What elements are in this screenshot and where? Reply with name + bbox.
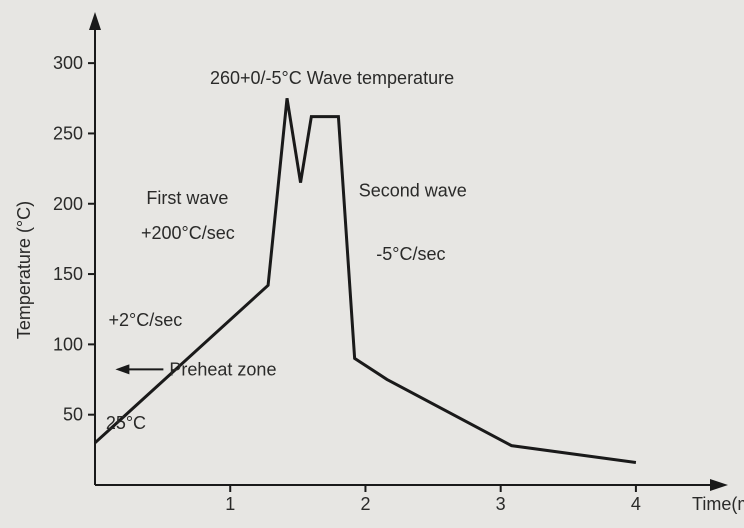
- x-axis-label: Time(min): [692, 494, 744, 514]
- annotation-first_wave2: +200°C/sec: [141, 223, 235, 243]
- y-tick-label: 100: [53, 334, 83, 354]
- y-axis-label: Temperature (°C): [14, 201, 34, 339]
- annotation-preheat_rate: +2°C/sec: [109, 310, 183, 330]
- y-tick-label: 50: [63, 405, 83, 425]
- annotation-start_temp: 25°C: [106, 413, 146, 433]
- x-tick-label: 3: [496, 494, 506, 514]
- temperature-profile: [95, 98, 636, 462]
- annotation-preheat_zone: Preheat zone: [169, 359, 276, 379]
- y-axis-arrowhead: [89, 12, 101, 30]
- annotation-cool_rate: -5°C/sec: [376, 244, 445, 264]
- x-tick-label: 1: [225, 494, 235, 514]
- y-tick-label: 200: [53, 194, 83, 214]
- y-tick-label: 150: [53, 264, 83, 284]
- x-tick-label: 4: [631, 494, 641, 514]
- solder-profile-chart: 50100150200250300 1234 Temperature (°C) …: [0, 0, 744, 528]
- arrowhead-icon: [115, 364, 129, 374]
- y-tick-label: 300: [53, 53, 83, 73]
- x-tick-label: 2: [360, 494, 370, 514]
- y-ticks: 50 100 150 200 250 300: [53, 53, 95, 425]
- annotation-peak: 260+0/-5°C Wave temperature: [210, 68, 454, 88]
- x-axis-arrowhead: [710, 479, 728, 491]
- annotations: 25°C +2°C/sec Preheat zone First wave +200°C…: [106, 68, 467, 433]
- x-ticks: 1 2 3 4: [225, 485, 641, 514]
- annotation-first_wave1: First wave: [146, 188, 228, 208]
- y-tick-label: 250: [53, 123, 83, 143]
- annotation-second_wave: Second wave: [359, 181, 467, 201]
